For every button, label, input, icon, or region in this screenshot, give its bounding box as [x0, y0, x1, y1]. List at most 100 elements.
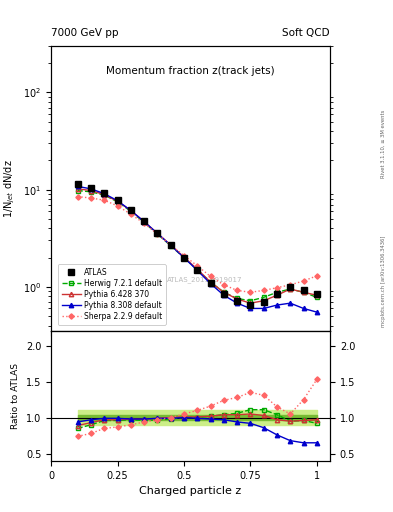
Y-axis label: Ratio to ATLAS: Ratio to ATLAS [11, 363, 20, 429]
Pythia 8.308 default [275, 302, 279, 308]
Pythia 6.428 370 [222, 289, 226, 295]
Herwig 7.2.1 default [208, 279, 213, 285]
Text: mcplots.cern.ch [arXiv:1306.3436]: mcplots.cern.ch [arXiv:1306.3436] [381, 236, 386, 327]
Pythia 6.428 370 [155, 230, 160, 237]
Pythia 8.308 default [235, 300, 239, 306]
X-axis label: Charged particle z: Charged particle z [140, 486, 242, 496]
Herwig 7.2.1 default [115, 199, 120, 205]
ATLAS [168, 242, 173, 248]
Sherpa 2.2.9 default [261, 287, 266, 293]
Text: Momentum fraction z(track jets): Momentum fraction z(track jets) [106, 66, 275, 76]
ATLAS [102, 190, 107, 196]
Pythia 8.308 default [248, 305, 253, 311]
Sherpa 2.2.9 default [248, 289, 253, 295]
Line: Pythia 8.308 default: Pythia 8.308 default [75, 184, 319, 314]
Pythia 8.308 default [155, 230, 160, 237]
Sherpa 2.2.9 default [195, 263, 200, 269]
Sherpa 2.2.9 default [208, 273, 213, 280]
ATLAS [275, 291, 279, 297]
ATLAS [88, 184, 93, 190]
Herwig 7.2.1 default [261, 294, 266, 301]
Pythia 8.308 default [142, 219, 147, 225]
Pythia 6.428 370 [115, 198, 120, 204]
ATLAS [195, 267, 200, 273]
Sherpa 2.2.9 default [288, 282, 293, 288]
Herwig 7.2.1 default [248, 297, 253, 304]
Herwig 7.2.1 default [275, 289, 279, 295]
ATLAS [314, 291, 319, 297]
Sherpa 2.2.9 default [155, 231, 160, 237]
Sherpa 2.2.9 default [314, 273, 319, 279]
Text: ATLAS_2011_I919017: ATLAS_2011_I919017 [167, 276, 242, 283]
ATLAS [182, 254, 186, 261]
ATLAS [115, 197, 120, 203]
Herwig 7.2.1 default [235, 295, 239, 302]
ATLAS [142, 218, 147, 224]
Sherpa 2.2.9 default [222, 282, 226, 288]
Pythia 6.428 370 [168, 242, 173, 248]
Pythia 8.308 default [314, 309, 319, 315]
Line: Sherpa 2.2.9 default: Sherpa 2.2.9 default [76, 195, 319, 294]
Pythia 8.308 default [195, 267, 200, 273]
Herwig 7.2.1 default [75, 187, 80, 194]
Herwig 7.2.1 default [155, 231, 160, 237]
Sherpa 2.2.9 default [275, 285, 279, 291]
ATLAS [288, 284, 293, 290]
Pythia 6.428 370 [102, 191, 107, 198]
Pythia 8.308 default [75, 183, 80, 189]
Y-axis label: 1/N$_{jet}$ dN/dz: 1/N$_{jet}$ dN/dz [3, 159, 17, 218]
Herwig 7.2.1 default [142, 219, 147, 225]
Pythia 8.308 default [168, 242, 173, 248]
Pythia 6.428 370 [88, 187, 93, 194]
Sherpa 2.2.9 default [102, 197, 107, 203]
Line: ATLAS: ATLAS [75, 181, 320, 308]
Herwig 7.2.1 default [168, 243, 173, 249]
Pythia 6.428 370 [129, 207, 133, 214]
Pythia 8.308 default [301, 305, 306, 311]
ATLAS [248, 302, 253, 308]
Sherpa 2.2.9 default [75, 194, 80, 200]
Sherpa 2.2.9 default [235, 287, 239, 293]
Pythia 6.428 370 [142, 219, 147, 225]
Pythia 6.428 370 [288, 286, 293, 292]
ATLAS [75, 181, 80, 187]
ATLAS [222, 291, 226, 297]
Herwig 7.2.1 default [288, 286, 293, 292]
Pythia 6.428 370 [208, 279, 213, 285]
Pythia 6.428 370 [235, 296, 239, 302]
Sherpa 2.2.9 default [301, 278, 306, 284]
Sherpa 2.2.9 default [182, 252, 186, 259]
Sherpa 2.2.9 default [115, 203, 120, 209]
Herwig 7.2.1 default [222, 289, 226, 295]
ATLAS [261, 299, 266, 305]
Herwig 7.2.1 default [88, 189, 93, 195]
Text: Rivet 3.1.10, ≥ 3M events: Rivet 3.1.10, ≥ 3M events [381, 109, 386, 178]
Sherpa 2.2.9 default [129, 211, 133, 217]
Line: Herwig 7.2.1 default: Herwig 7.2.1 default [75, 188, 319, 303]
Pythia 6.428 370 [75, 186, 80, 192]
Sherpa 2.2.9 default [168, 242, 173, 248]
Text: Soft QCD: Soft QCD [283, 28, 330, 38]
Pythia 8.308 default [261, 305, 266, 311]
Herwig 7.2.1 default [182, 254, 186, 261]
Pythia 6.428 370 [261, 297, 266, 304]
Pythia 6.428 370 [275, 292, 279, 298]
ATLAS [301, 287, 306, 293]
ATLAS [235, 297, 239, 304]
Sherpa 2.2.9 default [142, 220, 147, 226]
Pythia 6.428 370 [248, 300, 253, 306]
Pythia 6.428 370 [301, 289, 306, 295]
ATLAS [155, 230, 160, 236]
Herwig 7.2.1 default [129, 208, 133, 215]
Pythia 6.428 370 [195, 266, 200, 272]
ATLAS [208, 280, 213, 286]
Pythia 8.308 default [182, 254, 186, 261]
Herwig 7.2.1 default [195, 267, 200, 273]
Pythia 8.308 default [222, 292, 226, 298]
Herwig 7.2.1 default [301, 289, 306, 295]
Legend: ATLAS, Herwig 7.2.1 default, Pythia 6.428 370, Pythia 8.308 default, Sherpa 2.2.: ATLAS, Herwig 7.2.1 default, Pythia 6.42… [58, 264, 166, 325]
Pythia 6.428 370 [314, 292, 319, 298]
Herwig 7.2.1 default [314, 294, 319, 301]
Line: Pythia 6.428 370: Pythia 6.428 370 [75, 186, 319, 305]
Pythia 8.308 default [208, 281, 213, 287]
